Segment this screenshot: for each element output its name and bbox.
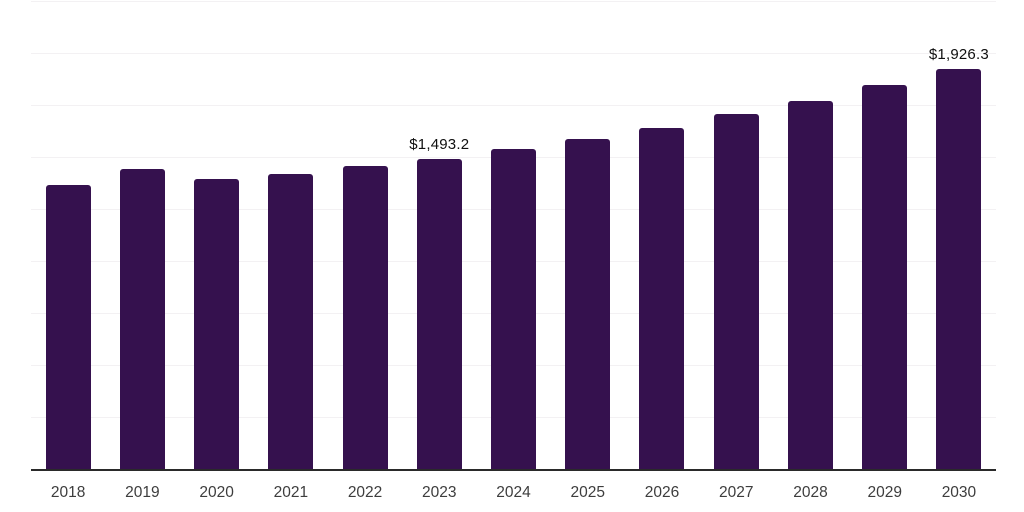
bar-2030	[936, 69, 982, 470]
bar-2018	[45, 185, 91, 470]
plot-area: $1,493.2 $1,926.3	[31, 1, 996, 470]
bar-2024	[491, 149, 536, 470]
x-axis-tick-label: 2024	[496, 484, 531, 501]
x-axis-tick-label: 2022	[347, 484, 383, 501]
bar-2027	[713, 113, 759, 470]
x-axis-tick-label: 2023	[422, 484, 457, 501]
x-axis: 2018 2019 2020 2021 2022 2023 2024 2025 2026 2027…	[31, 484, 996, 502]
x-axis-tick-label: 2018	[50, 484, 86, 501]
bar-value-label: $1,493.2	[409, 136, 470, 154]
x-axis-tick-label: 2027	[718, 484, 754, 501]
x-axis-tick-label: 2030	[941, 484, 977, 501]
bar-2021	[268, 174, 314, 470]
x-axis-tick-label: 2021	[273, 484, 309, 501]
x-axis-tick-label: 2026	[644, 484, 680, 501]
gridline	[31, 1, 996, 2]
x-axis-tick-label: 2019	[125, 484, 160, 501]
bar-2028	[787, 101, 833, 470]
x-axis-tick-label: 2025	[570, 484, 605, 501]
x-axis-tick-label: 2028	[793, 484, 828, 501]
gridline	[31, 105, 996, 106]
bar-2020	[194, 178, 240, 470]
bar-2022	[342, 165, 388, 470]
x-axis-tick-label: 2020	[199, 484, 234, 501]
gridline	[31, 53, 996, 54]
bar-2026	[639, 128, 685, 470]
bar-2019	[119, 169, 165, 470]
x-axis-tick-label: 2029	[867, 484, 902, 501]
bar-2029	[862, 85, 908, 470]
bar-value-label: $1,926.3	[928, 46, 989, 64]
x-axis-line	[31, 469, 996, 471]
bar-2025	[565, 138, 611, 470]
bar-2023	[416, 159, 462, 470]
